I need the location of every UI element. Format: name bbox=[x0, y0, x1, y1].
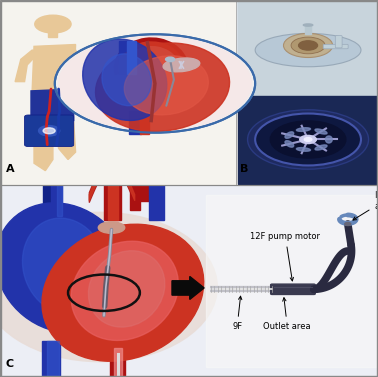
Circle shape bbox=[55, 34, 255, 133]
Ellipse shape bbox=[71, 241, 178, 340]
Ellipse shape bbox=[163, 58, 200, 72]
Polygon shape bbox=[70, 50, 89, 83]
FancyBboxPatch shape bbox=[271, 284, 315, 294]
Bar bbox=[119, 41, 132, 74]
Ellipse shape bbox=[98, 222, 125, 233]
Ellipse shape bbox=[0, 203, 129, 333]
Ellipse shape bbox=[88, 251, 165, 327]
Ellipse shape bbox=[22, 218, 106, 314]
Bar bbox=[42, 340, 60, 377]
Text: Inlet
area: Inlet area bbox=[353, 191, 378, 220]
Text: 12F pump motor: 12F pump motor bbox=[250, 232, 321, 281]
Bar bbox=[47, 340, 59, 377]
Text: B: B bbox=[240, 164, 248, 174]
Circle shape bbox=[299, 41, 318, 50]
Bar bbox=[149, 162, 164, 220]
Bar bbox=[130, 157, 140, 210]
Ellipse shape bbox=[83, 39, 167, 120]
Circle shape bbox=[270, 121, 346, 158]
Bar bbox=[0, 0, 235, 185]
Bar bbox=[108, 143, 118, 220]
Circle shape bbox=[284, 34, 333, 58]
Polygon shape bbox=[31, 89, 74, 123]
Ellipse shape bbox=[42, 224, 204, 361]
Circle shape bbox=[255, 113, 361, 166]
Text: 9F: 9F bbox=[232, 296, 242, 331]
Bar bbox=[57, 143, 62, 216]
Ellipse shape bbox=[325, 136, 332, 143]
Ellipse shape bbox=[0, 212, 217, 362]
Ellipse shape bbox=[285, 141, 294, 147]
Bar bbox=[237, 0, 378, 95]
Circle shape bbox=[248, 110, 369, 169]
Ellipse shape bbox=[102, 54, 151, 106]
Ellipse shape bbox=[255, 34, 361, 67]
Bar bbox=[140, 111, 149, 133]
Polygon shape bbox=[55, 123, 76, 159]
Polygon shape bbox=[15, 50, 40, 81]
Bar bbox=[140, 159, 149, 201]
FancyBboxPatch shape bbox=[335, 35, 342, 48]
Text: Outlet area: Outlet area bbox=[263, 298, 311, 331]
Ellipse shape bbox=[285, 132, 294, 138]
Polygon shape bbox=[34, 123, 53, 171]
Ellipse shape bbox=[315, 129, 327, 134]
Bar bbox=[147, 159, 157, 193]
Bar bbox=[305, 25, 311, 34]
Ellipse shape bbox=[303, 24, 313, 26]
Bar bbox=[48, 26, 57, 37]
Bar bbox=[238, 1, 377, 95]
Bar bbox=[114, 348, 122, 377]
Circle shape bbox=[300, 135, 316, 144]
Text: C: C bbox=[6, 359, 14, 369]
Circle shape bbox=[345, 222, 351, 225]
Circle shape bbox=[304, 138, 312, 141]
Bar bbox=[43, 143, 60, 216]
Circle shape bbox=[43, 128, 55, 134]
Ellipse shape bbox=[296, 128, 310, 131]
Ellipse shape bbox=[296, 148, 310, 151]
Ellipse shape bbox=[315, 145, 327, 150]
Bar bbox=[110, 348, 125, 377]
FancyBboxPatch shape bbox=[25, 115, 74, 147]
Bar bbox=[104, 143, 121, 220]
Bar bbox=[127, 41, 136, 74]
Circle shape bbox=[166, 57, 175, 61]
Circle shape bbox=[291, 37, 325, 54]
Circle shape bbox=[35, 15, 71, 33]
Polygon shape bbox=[32, 44, 76, 91]
Ellipse shape bbox=[124, 56, 208, 115]
Circle shape bbox=[59, 36, 251, 131]
Bar bbox=[129, 111, 141, 133]
Bar bbox=[51, 143, 62, 216]
Bar bbox=[206, 195, 376, 368]
FancyBboxPatch shape bbox=[323, 44, 348, 49]
Bar bbox=[238, 95, 377, 184]
Circle shape bbox=[39, 126, 60, 136]
FancyArrow shape bbox=[172, 276, 204, 299]
Text: A: A bbox=[6, 164, 14, 174]
Ellipse shape bbox=[96, 43, 229, 131]
